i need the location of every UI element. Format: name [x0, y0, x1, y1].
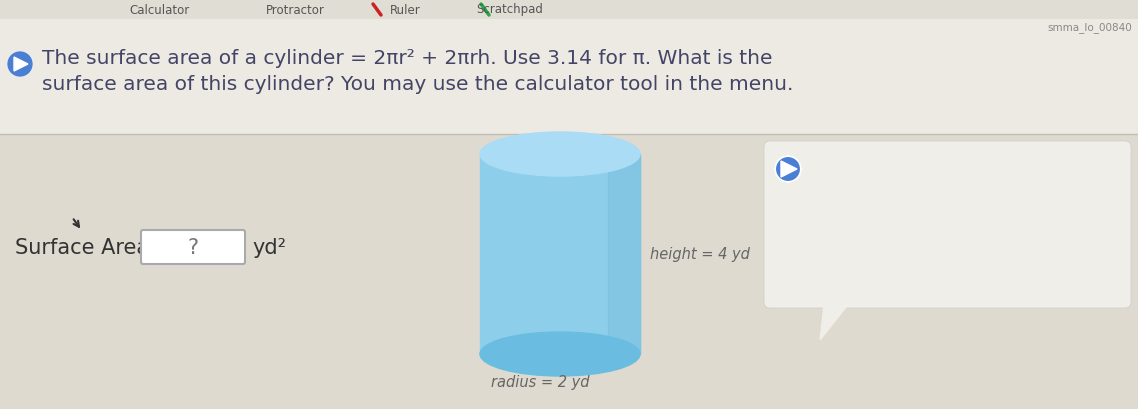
FancyBboxPatch shape	[0, 0, 1138, 20]
Text: Scratchpad: Scratchpad	[477, 4, 544, 16]
Circle shape	[8, 53, 32, 77]
Text: Surface Area =: Surface Area =	[15, 237, 173, 257]
Text: height = 4 yd: height = 4 yd	[650, 247, 750, 262]
Text: total. Try again.: total. Try again.	[808, 252, 949, 270]
Text: cylinder. Add to find the: cylinder. Add to find the	[808, 220, 1023, 238]
Circle shape	[775, 157, 801, 182]
FancyBboxPatch shape	[764, 142, 1131, 308]
FancyBboxPatch shape	[0, 20, 1138, 135]
Text: smma_lo_00840: smma_lo_00840	[1047, 22, 1132, 34]
Polygon shape	[14, 58, 28, 72]
Text: The surface area of a cylinder = 2πr² + 2πrh. Use 3.14 for π. What is the: The surface area of a cylinder = 2πr² + …	[42, 48, 773, 67]
Text: Find the area of the ends.: Find the area of the ends.	[808, 157, 1039, 175]
Text: radius = 2 yd: radius = 2 yd	[490, 375, 589, 389]
FancyBboxPatch shape	[141, 230, 245, 264]
Ellipse shape	[480, 133, 640, 177]
Ellipse shape	[480, 332, 640, 376]
Text: Ruler: Ruler	[389, 4, 420, 16]
Polygon shape	[820, 296, 855, 340]
Polygon shape	[781, 162, 797, 178]
Polygon shape	[480, 155, 640, 354]
Text: Find the area of the: Find the area of the	[808, 189, 984, 207]
Text: Calculator: Calculator	[130, 4, 190, 16]
Text: Protractor: Protractor	[265, 4, 324, 16]
Text: yd²: yd²	[251, 237, 286, 257]
Polygon shape	[608, 155, 640, 354]
FancyBboxPatch shape	[0, 135, 1138, 409]
Text: surface area of this cylinder? You may use the calculator tool in the menu.: surface area of this cylinder? You may u…	[42, 75, 793, 94]
Text: ?: ?	[188, 237, 198, 257]
